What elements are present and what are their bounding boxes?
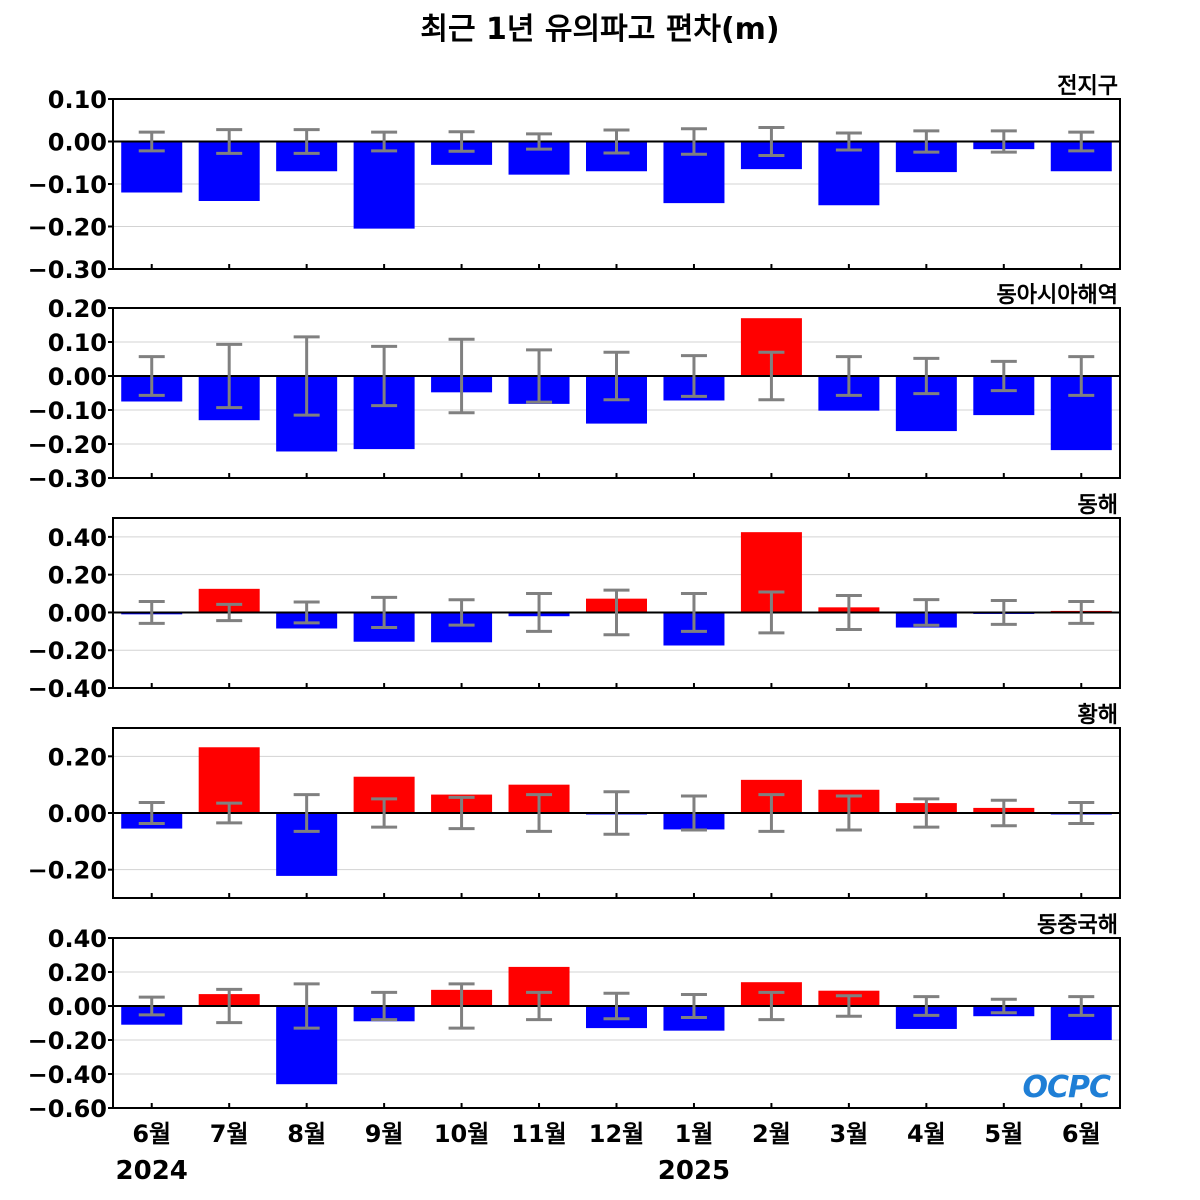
panel-title: 동아시아해역	[997, 283, 1118, 308]
y-tick-label: 0.40	[48, 925, 107, 953]
y-tick-label: 0.20	[48, 743, 107, 771]
y-tick-label: −0.20	[28, 214, 107, 242]
panel-1: 0.10 0.00 −0.10 −0.20 −0.30 전지구	[28, 74, 1121, 284]
y-tick-label: −0.20	[28, 1027, 107, 1055]
y-tick-label: −0.30	[28, 256, 107, 284]
y-tick-label: −0.20	[28, 857, 107, 885]
y-tick-label: 0.10	[48, 329, 107, 357]
y-tick-label: 0.00	[48, 363, 107, 391]
y-tick-label: 0.20	[48, 562, 107, 590]
panel-2: 0.20 0.10 0.00 −0.10 −0.20 −0.30 동아시아해역	[28, 283, 1121, 493]
y-tick-label: 0.00	[48, 993, 107, 1021]
x-tick-label: 6월	[132, 1120, 171, 1148]
bar	[818, 141, 880, 206]
chart-title: 최근 1년 유의파고 편차(m)	[420, 12, 780, 47]
x-tick-label: 11월	[511, 1120, 566, 1148]
x-tick-label: 4월	[907, 1120, 946, 1148]
x-tick-label: 2월	[752, 1120, 791, 1148]
panel-title: 황해	[1078, 703, 1118, 728]
y-tick-label: 0.20	[48, 295, 107, 323]
x-tick-label: 12월	[589, 1120, 644, 1148]
ocpc-logo: OCPC	[1022, 1070, 1111, 1105]
y-tick-label: −0.40	[28, 1061, 107, 1089]
y-tick-label: 0.00	[48, 129, 107, 157]
bar	[198, 588, 260, 613]
x-tick-label: 6월	[1062, 1120, 1101, 1148]
y-tick-label: −0.60	[28, 1095, 107, 1123]
y-tick-label: 0.40	[48, 524, 107, 552]
bar	[895, 1006, 957, 1029]
year-label: 2025	[658, 1156, 730, 1186]
panel-title: 동중국해	[1037, 913, 1118, 938]
y-tick-label: −0.30	[28, 465, 107, 493]
y-tick-label: −0.10	[28, 171, 107, 199]
panel-3: 0.40 0.20 0.00 −0.20 −0.40 동해	[28, 493, 1121, 703]
bar	[353, 141, 415, 229]
bar	[431, 141, 493, 165]
y-tick-label: −0.40	[28, 675, 107, 703]
y-tick-label: 0.00	[48, 800, 107, 828]
x-tick-label: 1월	[675, 1120, 714, 1148]
panel-title: 동해	[1078, 493, 1118, 518]
x-tick-label: 10월	[434, 1120, 489, 1148]
y-tick-label: −0.20	[28, 637, 107, 665]
x-tick-label: 5월	[984, 1120, 1023, 1148]
y-tick-label: 0.20	[48, 959, 107, 987]
y-tick-label: 0.10	[48, 86, 107, 114]
panel-4: 0.20 0.00 −0.20 황해	[28, 703, 1121, 899]
x-tick-label: 9월	[365, 1120, 404, 1148]
x-tick-label: 8월	[287, 1120, 326, 1148]
y-tick-label: 0.00	[48, 599, 107, 627]
y-tick-label: −0.20	[28, 431, 107, 459]
y-tick-label: −0.10	[28, 397, 107, 425]
x-tick-label: 7월	[210, 1120, 249, 1148]
year-label: 2024	[116, 1156, 188, 1186]
x-tick-label: 3월	[829, 1120, 868, 1148]
panel-5: 0.40 0.20 0.00 −0.20 −0.40 −0.60 동중국해	[28, 913, 1121, 1123]
panel-title: 전지구	[1057, 74, 1118, 99]
